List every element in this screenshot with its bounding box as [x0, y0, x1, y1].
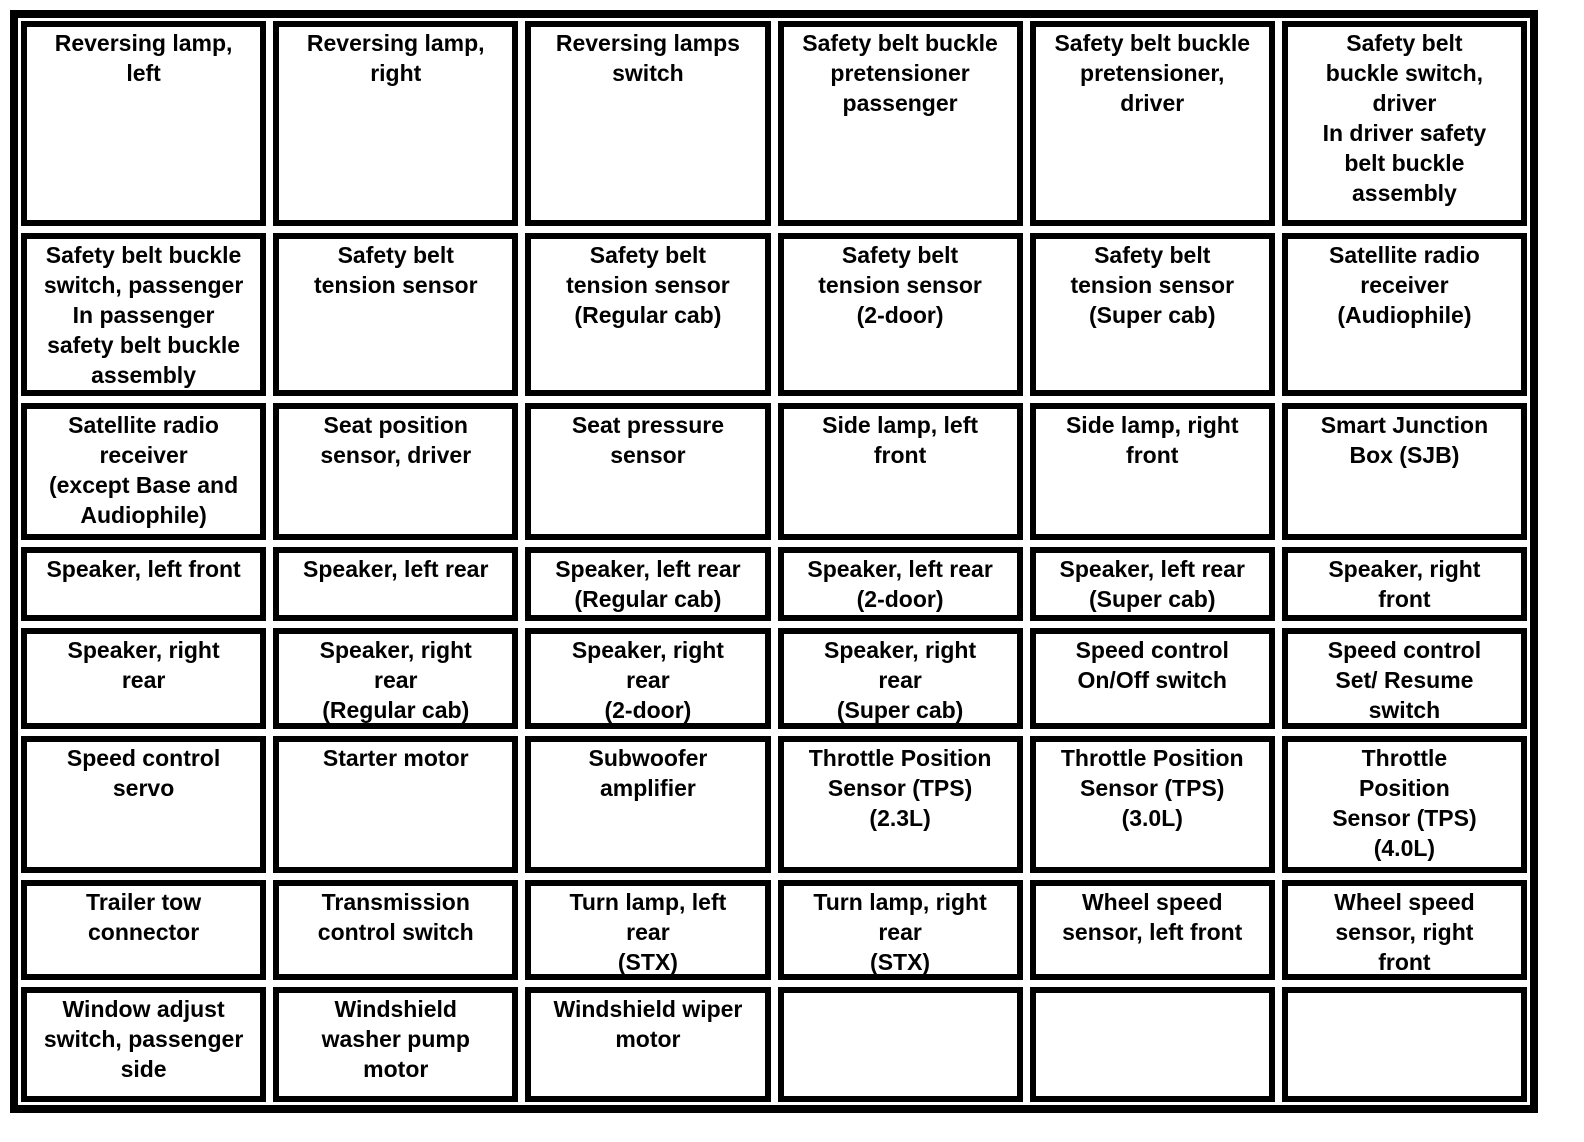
table-cell: Speaker, right rear (Regular cab): [273, 628, 519, 729]
table-cell: Seat pressure sensor: [525, 403, 771, 540]
table-cell: Speed control servo: [21, 736, 267, 873]
table-cell: Windshield washer pump motor: [273, 987, 519, 1102]
table-cell: Speed control Set/ Resume switch: [1281, 628, 1527, 729]
table-cell: Throttle Position Sensor (TPS) (2.3L): [777, 736, 1023, 873]
table-cell: Speaker, right front: [1281, 547, 1527, 621]
table-grid: Reversing lamp, left Reversing lamp, rig…: [21, 21, 1527, 1102]
table-cell: Turn lamp, left rear (STX): [525, 880, 771, 980]
table-cell: Speaker, left rear (Regular cab): [525, 547, 771, 621]
table-cell: Speaker, left rear: [273, 547, 519, 621]
table-cell: Safety belt tension sensor: [273, 233, 519, 396]
table-cell: Subwoofer amplifier: [525, 736, 771, 873]
table-cell: Windshield wiper motor: [525, 987, 771, 1102]
table-cell: Speaker, right rear (2-door): [525, 628, 771, 729]
table-cell: Speaker, right rear: [21, 628, 267, 729]
table-cell: Safety belt buckle pretensioner passenge…: [777, 21, 1023, 226]
table-cell: Side lamp, left front: [777, 403, 1023, 540]
table-cell: Speaker, left front: [21, 547, 267, 621]
table-cell: Safety belt buckle switch, driver In dri…: [1281, 21, 1527, 226]
table-cell: Window adjust switch, passenger side: [21, 987, 267, 1102]
table-cell: Satellite radio receiver (except Base an…: [21, 403, 267, 540]
table-cell: Wheel speed sensor, left front: [1029, 880, 1275, 980]
table-cell: Reversing lamp, left: [21, 21, 267, 226]
table-cell: Speaker, left rear (2-door): [777, 547, 1023, 621]
table-cell: Throttle Position Sensor (TPS) (4.0L): [1281, 736, 1527, 873]
table-cell: Safety belt buckle pretensioner, driver: [1029, 21, 1275, 226]
table-cell: Safety belt tension sensor (Super cab): [1029, 233, 1275, 396]
component-table: Reversing lamp, left Reversing lamp, rig…: [10, 10, 1538, 1113]
table-cell: Trailer tow connector: [21, 880, 267, 980]
table-cell: Reversing lamp, right: [273, 21, 519, 226]
table-cell-empty: [1029, 987, 1275, 1102]
table-cell: Throttle Position Sensor (TPS) (3.0L): [1029, 736, 1275, 873]
table-cell: Safety belt buckle switch, passenger In …: [21, 233, 267, 396]
table-cell: Starter motor: [273, 736, 519, 873]
table-cell-empty: [777, 987, 1023, 1102]
table-cell: Transmission control switch: [273, 880, 519, 980]
table-cell: Safety belt tension sensor (2-door): [777, 233, 1023, 396]
table-cell: Side lamp, right front: [1029, 403, 1275, 540]
table-cell: Turn lamp, right rear (STX): [777, 880, 1023, 980]
table-cell: Speed control On/Off switch: [1029, 628, 1275, 729]
table-cell-empty: [1281, 987, 1527, 1102]
table-cell: Speaker, left rear (Super cab): [1029, 547, 1275, 621]
table-cell: Speaker, right rear (Super cab): [777, 628, 1023, 729]
table-cell: Satellite radio receiver (Audiophile): [1281, 233, 1527, 396]
table-cell: Reversing lamps switch: [525, 21, 771, 226]
table-cell: Wheel speed sensor, right front: [1281, 880, 1527, 980]
table-cell: Safety belt tension sensor (Regular cab): [525, 233, 771, 396]
table-cell: Smart Junction Box (SJB): [1281, 403, 1527, 540]
table-cell: Seat position sensor, driver: [273, 403, 519, 540]
